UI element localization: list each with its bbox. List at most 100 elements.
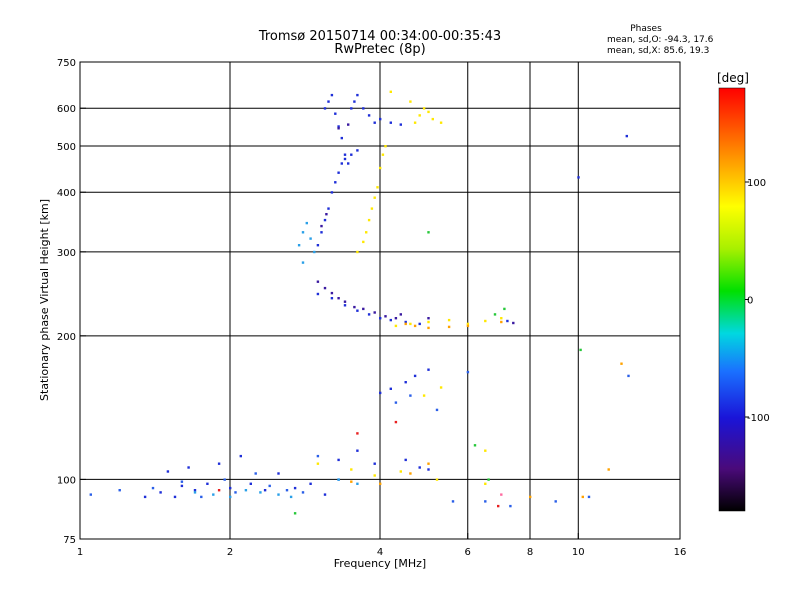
- data-point: [473, 444, 477, 447]
- data-point: [325, 213, 328, 216]
- data-point: [394, 420, 398, 424]
- data-point: [389, 387, 392, 390]
- data-point: [259, 491, 262, 494]
- data-point: [327, 207, 330, 210]
- y-tick-label: 500: [57, 142, 76, 153]
- data-point: [579, 348, 582, 352]
- data-point: [347, 162, 350, 165]
- data-point: [373, 462, 376, 465]
- data-point: [323, 107, 327, 110]
- data-point: [493, 313, 497, 316]
- data-point: [409, 100, 412, 103]
- data-point: [340, 136, 343, 140]
- data-point: [206, 482, 209, 485]
- data-point: [439, 386, 443, 389]
- data-point: [587, 495, 591, 499]
- data-point: [187, 466, 190, 469]
- data-point: [356, 93, 359, 97]
- data-point: [143, 495, 147, 499]
- data-point: [512, 321, 515, 325]
- data-point: [620, 362, 623, 365]
- data-point: [353, 100, 356, 103]
- data-point: [484, 500, 487, 503]
- data-point: [379, 166, 382, 170]
- data-point: [362, 307, 365, 311]
- data-point: [297, 244, 301, 247]
- data-point: [379, 391, 382, 395]
- data-point: [394, 401, 398, 404]
- data-point: [427, 110, 430, 114]
- data-point: [506, 319, 509, 323]
- data-point: [370, 207, 374, 210]
- data-point: [347, 123, 350, 126]
- y-tick-label: 200: [57, 332, 76, 343]
- data-point: [249, 482, 252, 485]
- data-point: [399, 470, 402, 473]
- data-point: [166, 470, 170, 473]
- data-point: [323, 286, 327, 290]
- data-point: [320, 224, 323, 228]
- data-point: [217, 462, 221, 465]
- data-point: [293, 486, 297, 490]
- x-tick-label: 10: [572, 547, 585, 558]
- data-point: [337, 478, 340, 481]
- data-point: [427, 320, 430, 324]
- data-point: [389, 318, 392, 322]
- data-point: [384, 145, 387, 148]
- data-point: [337, 458, 340, 462]
- data-point: [373, 311, 376, 314]
- data-point: [422, 107, 426, 110]
- data-point: [367, 313, 371, 316]
- data-point: [289, 495, 293, 499]
- data-point: [356, 309, 359, 312]
- data-point: [484, 319, 487, 323]
- data-point: [343, 157, 347, 161]
- data-point: [431, 117, 434, 121]
- data-point: [337, 125, 340, 128]
- data-point: [404, 320, 407, 324]
- data-point: [384, 315, 387, 318]
- data-point: [330, 291, 334, 295]
- data-point: [509, 504, 512, 508]
- data-point: [316, 292, 320, 296]
- data-point: [529, 495, 532, 499]
- data-point: [180, 480, 184, 483]
- phase-x-stats: mean, sd,X: 85.6, 19.3: [607, 46, 709, 56]
- data-point: [353, 305, 356, 309]
- data-point: [309, 482, 312, 485]
- data-point: [367, 218, 371, 222]
- data-point: [379, 482, 382, 485]
- data-point: [263, 489, 267, 492]
- chart-title: Tromsø 20150714 00:34:00-00:35:43: [258, 29, 501, 44]
- data-point: [394, 324, 398, 328]
- data-point: [118, 489, 121, 492]
- data-point: [350, 480, 353, 483]
- grid-lines: [80, 62, 680, 539]
- data-point: [500, 320, 503, 324]
- data-point: [330, 93, 334, 97]
- data-point: [244, 489, 248, 492]
- data-point: [350, 153, 353, 156]
- data-point: [350, 107, 353, 110]
- data-point: [418, 322, 421, 326]
- data-point: [313, 250, 316, 254]
- phase-legend-title: Phases: [630, 24, 662, 34]
- x-tick-label: 8: [527, 547, 533, 558]
- data-point: [356, 432, 359, 435]
- axis-ticks: 1 2 4 6 8 10 16 75 100 200 300 400 500 600 750: [57, 58, 686, 558]
- data-point: [447, 325, 451, 329]
- x-tick-label: 6: [465, 547, 471, 558]
- x-axis-label: Frequency [MHz]: [334, 557, 426, 570]
- data-point: [577, 176, 580, 179]
- data-point: [427, 231, 430, 234]
- data-point: [89, 493, 92, 496]
- data-point: [404, 381, 407, 384]
- data-point: [254, 472, 257, 475]
- data-point: [200, 495, 203, 499]
- data-point: [435, 408, 439, 412]
- data-point: [323, 218, 327, 222]
- data-point: [373, 121, 376, 124]
- data-point: [503, 307, 506, 311]
- data-point: [320, 231, 323, 234]
